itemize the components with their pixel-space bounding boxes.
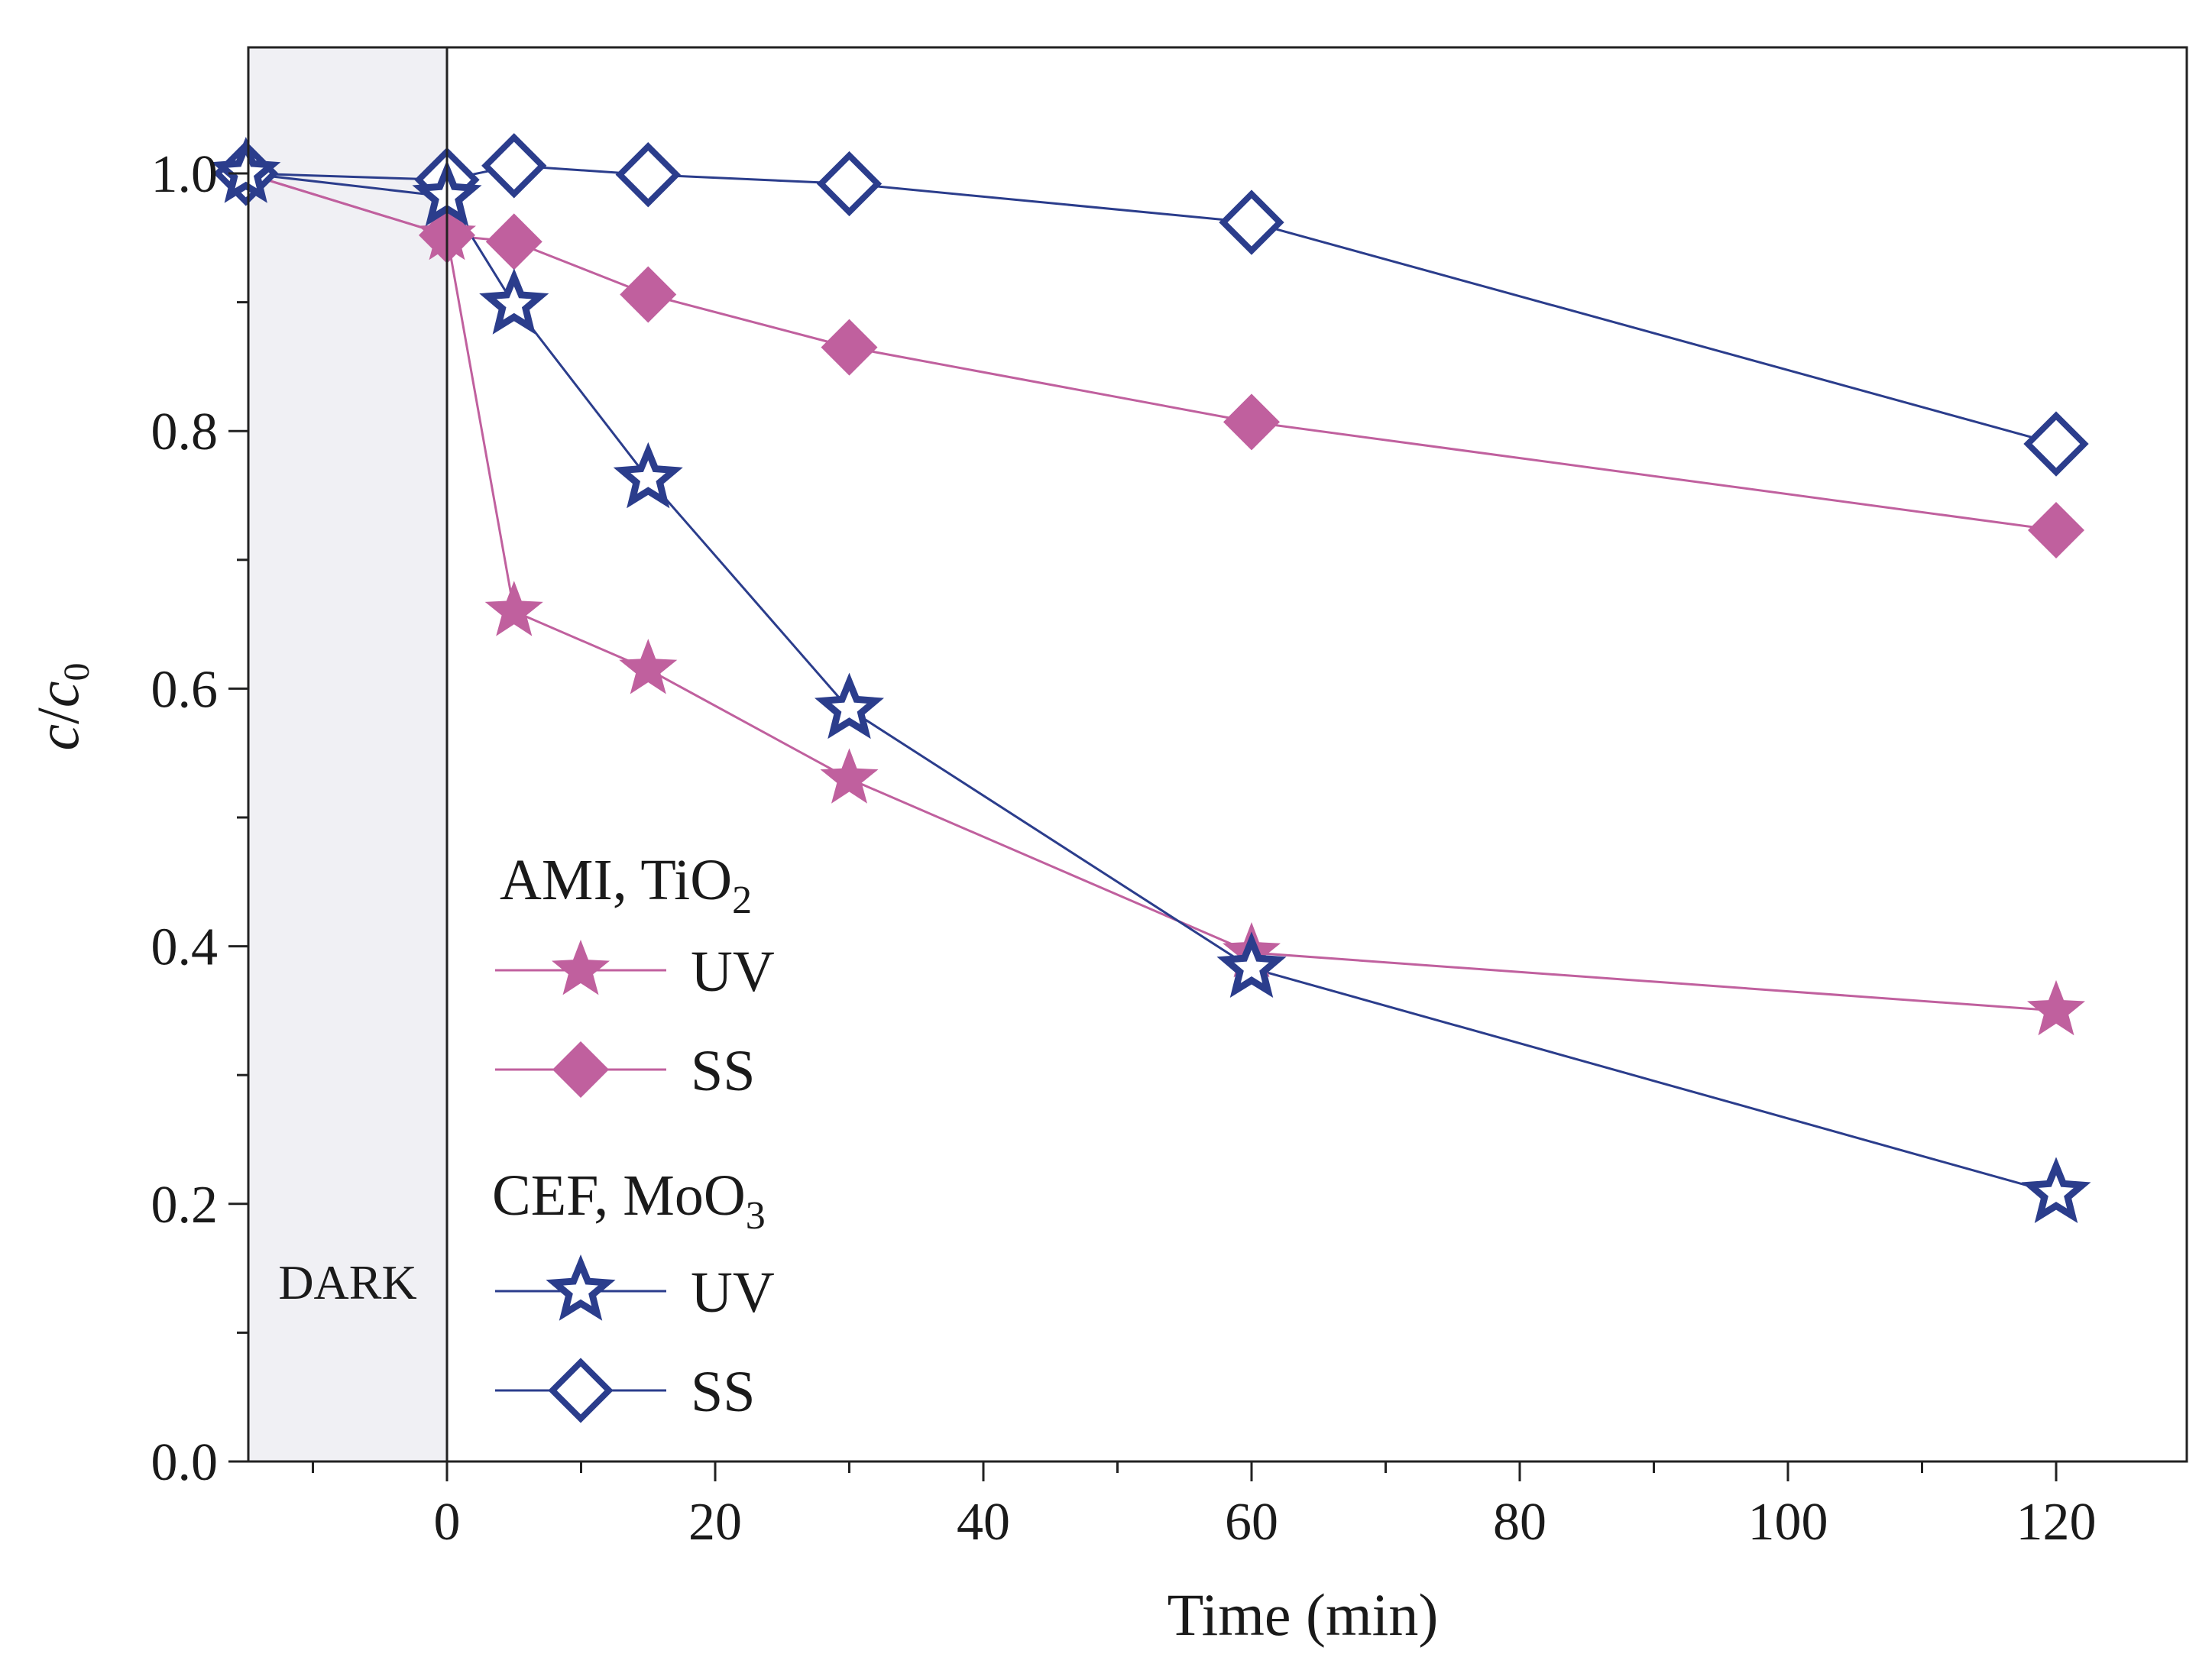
data-point-star xyxy=(814,672,885,740)
legend-ami-ss-label: SS xyxy=(691,1039,756,1103)
y-tick-label: 0.8 xyxy=(151,403,219,461)
data-point-star xyxy=(484,581,543,636)
y-axis-title-c: c xyxy=(24,724,91,751)
y-tick-label: 0.0 xyxy=(151,1433,219,1492)
y-tick-label: 1.0 xyxy=(151,145,219,204)
legend-group-cef-title: CEF, MoO3 xyxy=(492,1164,766,1238)
x-tick-label: 20 xyxy=(688,1493,742,1552)
x-tick-label: 40 xyxy=(957,1493,1010,1552)
y-tick-label: 0.4 xyxy=(151,918,219,977)
dark-region-shading xyxy=(248,47,447,1461)
data-point-diamond xyxy=(481,133,547,199)
x-axis-title: Time (min) xyxy=(1168,1581,1439,1648)
legend-ami-ss-diamond-icon xyxy=(552,1041,609,1098)
legend-ami-uv-star-icon xyxy=(552,940,610,995)
series-line xyxy=(245,172,2057,1195)
data-point-diamond xyxy=(1223,393,1280,451)
y-axis-title-subscript: 0 xyxy=(57,663,97,681)
legend-marker-diamond xyxy=(548,1358,614,1423)
data-point-star xyxy=(820,748,879,804)
legend-cef-uv-label: UV xyxy=(691,1261,775,1325)
legend-marker-star xyxy=(552,940,610,995)
data-point-diamond xyxy=(816,151,883,217)
y-axis-title-c0: c xyxy=(24,681,91,708)
data-point-diamond xyxy=(620,266,677,323)
x-tick-label: 0 xyxy=(434,1493,461,1552)
legend-cef-uv-star-icon xyxy=(546,1254,616,1321)
y-tick-label: 0.6 xyxy=(151,660,219,719)
legend-marker-diamond xyxy=(552,1041,609,1098)
legend-group-ami-title: AMI, TiO2 xyxy=(500,848,752,922)
legend-ami-uv-label: UV xyxy=(691,940,775,1004)
x-tick-label: 120 xyxy=(2016,1493,2097,1552)
y-tick-label: 0.2 xyxy=(151,1176,219,1235)
axis-layer: 0 20 40 60 80 100 120 0.0 0.2 0.4 0.6 0.8 1.0 xyxy=(151,145,2097,1552)
data-point-diamond xyxy=(615,142,681,208)
data-point-diamond xyxy=(821,319,878,376)
svg-text:c/c0: c/c0 xyxy=(24,663,97,751)
x-tick-label: 100 xyxy=(1748,1493,1828,1552)
data-point-star xyxy=(211,137,281,203)
plot-frame xyxy=(247,46,2188,1463)
x-tick-label: 80 xyxy=(1493,1493,1546,1552)
dark-region-label: DARK xyxy=(278,1255,416,1309)
x-tick-label: 60 xyxy=(1225,1493,1278,1552)
data-point-star xyxy=(619,639,678,694)
data-point-star xyxy=(2021,1157,2091,1224)
legend-marker-star xyxy=(546,1254,616,1321)
data-point-diamond xyxy=(2023,411,2089,477)
legend: AMI, TiO2 UV SS CEF, MoO3 UV SS xyxy=(492,848,775,1424)
data-point-star xyxy=(613,442,683,509)
data-point-diamond xyxy=(1219,189,1284,255)
data-point-star xyxy=(1216,931,1287,999)
data-point-star xyxy=(2027,979,2085,1036)
legend-cef-ss-diamond-icon xyxy=(548,1358,614,1423)
data-point-diamond xyxy=(2028,502,2084,559)
series-layer xyxy=(211,133,2091,1224)
data-point-diamond xyxy=(485,213,542,270)
legend-cef-ss-label: SS xyxy=(691,1360,756,1424)
y-axis-title: c/c0 xyxy=(24,663,97,751)
data-point-star xyxy=(479,268,549,335)
